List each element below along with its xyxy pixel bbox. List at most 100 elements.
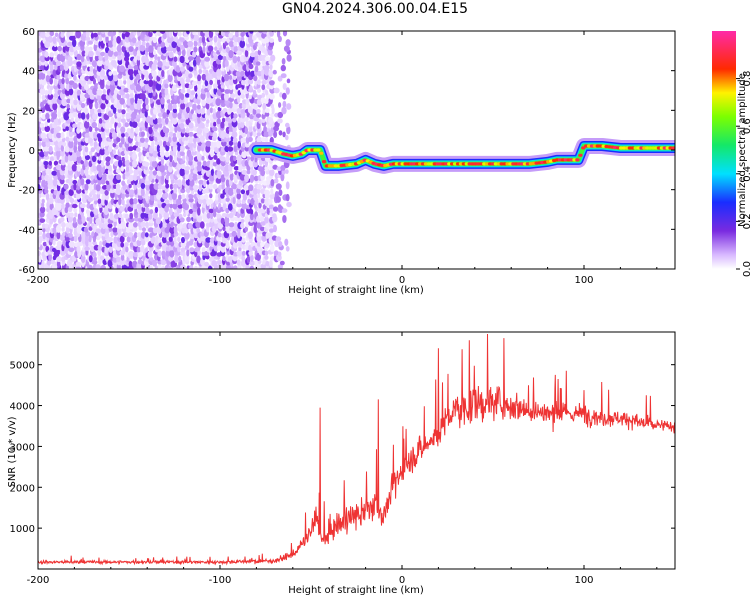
- noise-speck: [135, 141, 139, 147]
- noise-speck: [216, 118, 221, 125]
- noise-speck: [232, 207, 236, 216]
- noise-speck: [135, 83, 142, 92]
- noise-speck: [222, 255, 226, 262]
- noise-speck: [107, 237, 114, 242]
- noise-speck: [171, 41, 177, 49]
- noise-speck: [38, 160, 43, 167]
- noise-speck: [92, 31, 98, 33]
- noise-speck: [169, 131, 174, 138]
- noise-speck: [224, 59, 229, 67]
- noise-speck: [249, 85, 253, 91]
- noise-speck: [264, 165, 269, 171]
- noise-speck: [140, 245, 145, 253]
- noise-speck: [68, 140, 74, 149]
- noise-speck: [41, 94, 46, 101]
- noise-speck: [253, 175, 259, 182]
- noise-speck: [155, 217, 161, 225]
- noise-speck: [252, 89, 257, 96]
- noise-speck: [42, 227, 46, 233]
- noise-speck: [56, 231, 61, 240]
- noise-speck: [166, 203, 171, 208]
- noise-speck: [92, 78, 96, 85]
- noise-speck: [121, 192, 125, 200]
- noise-speck: [45, 112, 50, 120]
- noise-speck: [193, 39, 198, 48]
- noise-speck: [216, 158, 221, 165]
- noise-speck: [264, 255, 269, 260]
- noise-speck: [88, 255, 93, 263]
- noise-speck: [260, 208, 266, 214]
- noise-speck: [84, 183, 89, 191]
- noise-speck: [65, 136, 70, 142]
- noise-speck: [126, 199, 131, 205]
- noise-speck: [119, 97, 125, 105]
- noise-speck: [130, 96, 135, 105]
- noise-speck: [230, 112, 235, 120]
- noise-speck: [111, 131, 117, 140]
- noise-speck: [127, 146, 134, 152]
- noise-speck: [264, 98, 269, 104]
- noise-speck: [264, 197, 270, 207]
- noise-speck: [276, 31, 281, 38]
- noise-speck: [253, 102, 258, 110]
- noise-speck: [281, 106, 287, 115]
- noise-speck: [46, 70, 51, 76]
- noise-speck: [143, 167, 150, 175]
- noise-speck: [88, 50, 94, 58]
- noise-speck: [90, 147, 96, 153]
- noise-speck: [136, 246, 141, 253]
- noise-speck: [84, 146, 89, 153]
- colorbar-tick-label: 0.8: [742, 71, 750, 87]
- noise-speck: [259, 226, 265, 232]
- noise-speck: [133, 64, 139, 71]
- noise-speck: [277, 264, 283, 269]
- noise-speck: [113, 35, 117, 41]
- noise-speck: [40, 126, 46, 132]
- noise-speck: [180, 247, 186, 253]
- noise-speck: [104, 59, 110, 66]
- noise-speck: [120, 118, 126, 123]
- snr-x-label: Height of straight line (km): [288, 585, 424, 596]
- noise-speck: [72, 216, 77, 224]
- noise-speck: [181, 48, 186, 57]
- noise-speck: [257, 79, 261, 85]
- noise-speck: [169, 183, 174, 190]
- noise-speck: [282, 83, 287, 90]
- noise-speck: [48, 197, 54, 205]
- noise-speck: [278, 102, 282, 108]
- noise-speck: [108, 245, 113, 253]
- noise-speck: [169, 154, 173, 163]
- noise-speck: [163, 211, 170, 220]
- colorbar-tick-label: 0.6: [742, 118, 750, 134]
- noise-speck: [241, 254, 245, 263]
- noise-speck: [263, 131, 270, 138]
- noise-speck: [172, 135, 178, 142]
- spectrogram-x-label: Height of straight line (km): [288, 285, 424, 296]
- noise-speck: [209, 193, 213, 199]
- noise-speck: [240, 189, 246, 195]
- noise-speck: [241, 250, 246, 256]
- noise-speck: [66, 103, 70, 109]
- noise-speck: [163, 127, 170, 134]
- noise-speck: [224, 120, 229, 127]
- noise-speck: [216, 162, 221, 171]
- noise-speck: [40, 31, 46, 35]
- noise-speck: [137, 40, 142, 46]
- noise-speck: [39, 206, 46, 214]
- noise-speck: [110, 46, 114, 52]
- noise-speck: [205, 69, 209, 77]
- noise-speck: [52, 239, 56, 246]
- noise-speck: [52, 227, 57, 234]
- noise-speck: [256, 183, 263, 190]
- noise-speck: [44, 121, 48, 127]
- noise-speck: [43, 245, 47, 253]
- noise-speck: [187, 56, 194, 61]
- noise-speck: [137, 135, 141, 142]
- noise-speck: [77, 213, 82, 220]
- noise-speck: [64, 190, 70, 196]
- noise-speck: [264, 241, 270, 249]
- noise-speck: [100, 102, 106, 110]
- noise-speck: [198, 26, 203, 31]
- noise-speck: [268, 93, 275, 100]
- noise-speck: [204, 261, 209, 267]
